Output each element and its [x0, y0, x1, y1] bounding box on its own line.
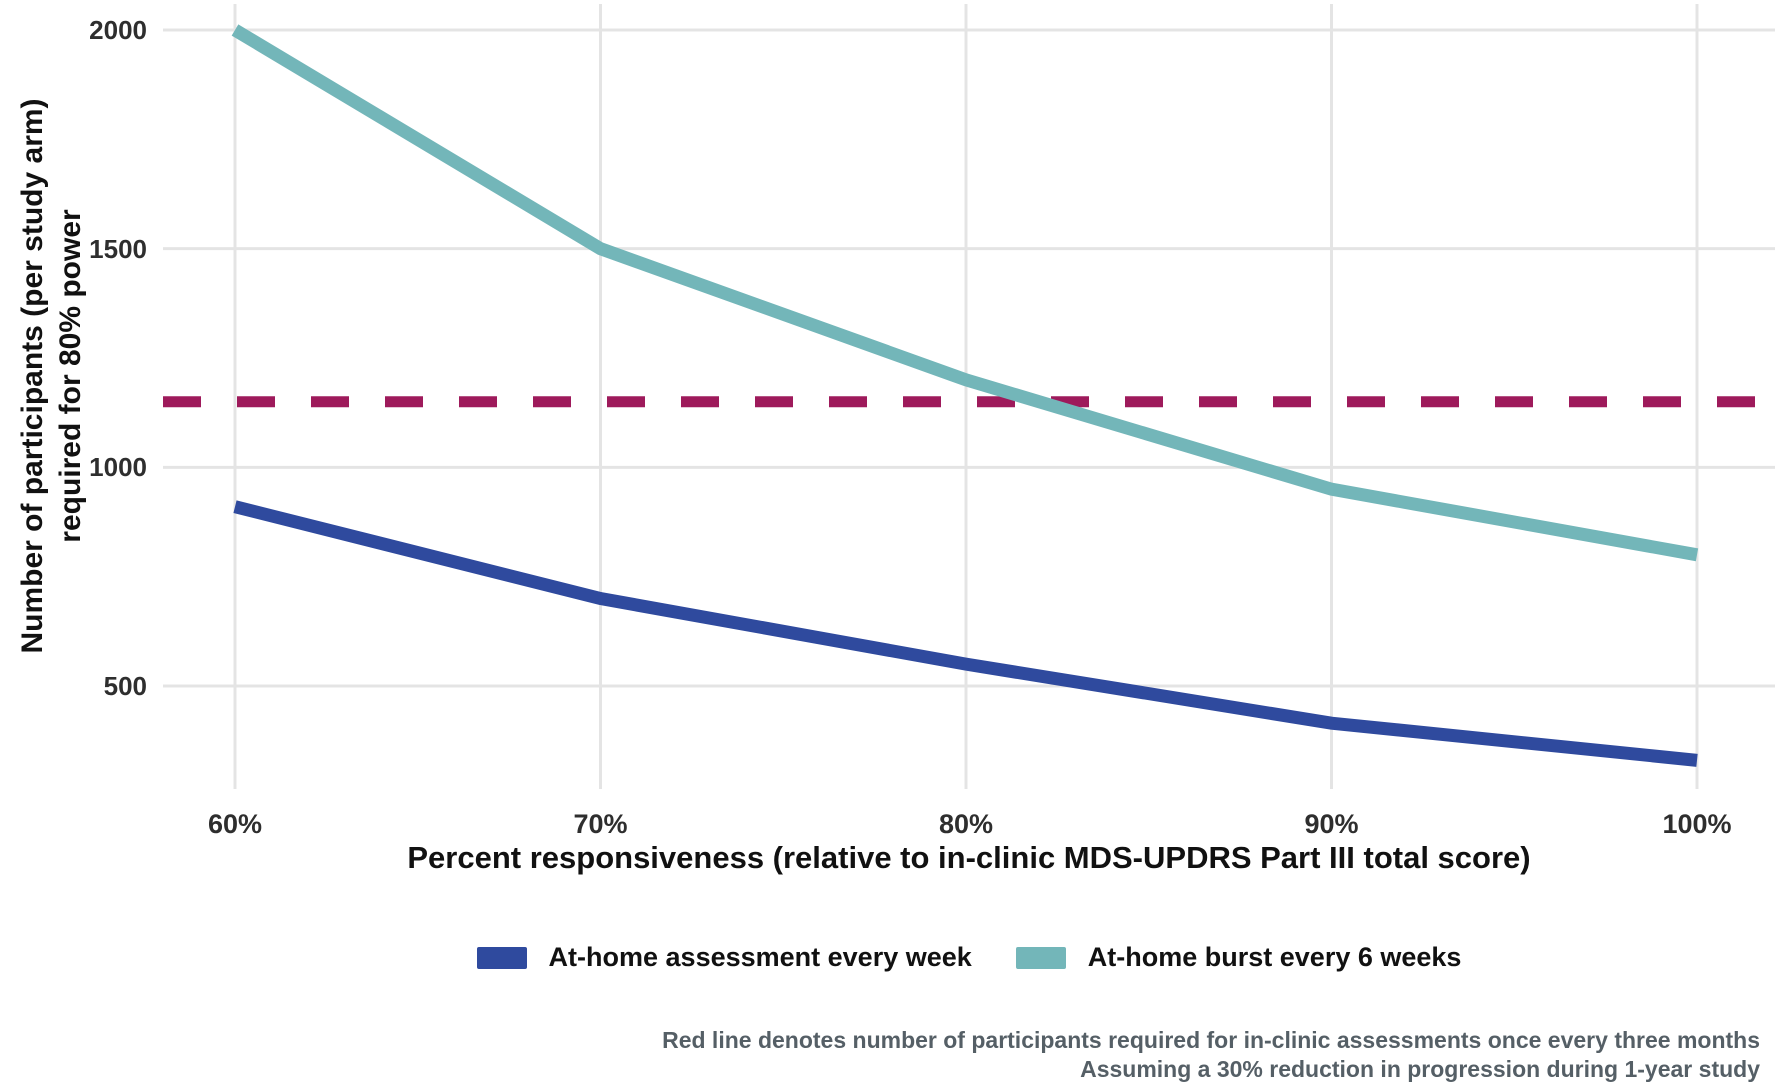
legend-label: At-home assessment every week	[548, 942, 972, 972]
y-axis-title-line1: Number of participants (per study arm)	[16, 98, 49, 654]
legend: At-home assessment every week At-home bur…	[163, 942, 1775, 973]
legend-item-at-home-assessment-every-week: At-home assessment every week	[476, 942, 972, 973]
x-tick-label-60: 60%	[207, 809, 263, 839]
series-line-at-home-burst-every-6-weeks	[231, 24, 1699, 562]
x-tick-label-100: 100%	[1662, 809, 1732, 839]
y-axis-title: Number of participants (per study arm) r…	[14, 98, 90, 653]
y-axis-title-line2: required for 80% power	[54, 209, 87, 543]
footnote: Red line denotes number of participants …	[360, 1026, 1760, 1084]
y-tick-label-500: 500	[103, 671, 147, 701]
x-axis-title: Percent responsiveness (relative to in-c…	[407, 840, 1531, 875]
legend-swatch-icon	[1015, 946, 1066, 969]
legend-label: At-home burst every 6 weeks	[1087, 942, 1462, 972]
x-tick-label-70: 70%	[573, 809, 628, 839]
footnote-line2: Assuming a 30% reduction in progression …	[1080, 1056, 1760, 1082]
x-tick-label-90: 90%	[1304, 809, 1359, 839]
x-tick-label-80: 80%	[938, 809, 994, 839]
y-tick-label-2000: 2000	[89, 15, 147, 45]
y-tick-label-1500: 1500	[89, 233, 147, 264]
series-line-at-home-assessment-every-week	[233, 500, 1698, 767]
legend-swatch-icon	[476, 946, 527, 969]
y-tick-label-1000: 1000	[89, 452, 147, 483]
legend-item-at-home-burst-every-6-weeks: At-home burst every 6 weeks	[1015, 942, 1462, 973]
footnote-line1: Red line denotes number of participants …	[662, 1027, 1760, 1053]
